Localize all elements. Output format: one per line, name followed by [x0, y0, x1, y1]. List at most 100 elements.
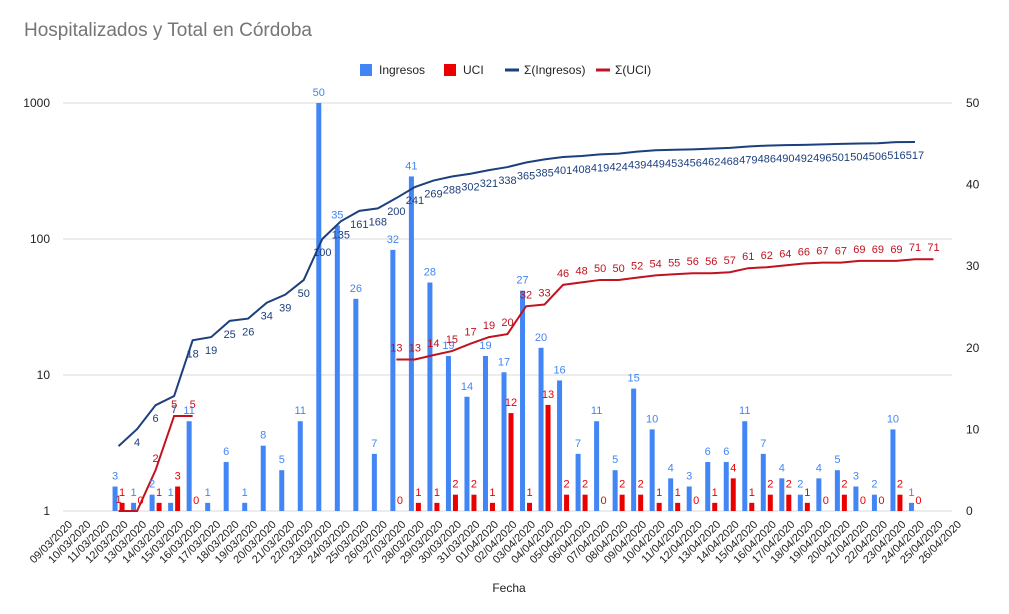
ingresos-data-label: 3: [686, 471, 692, 483]
left-axis-tick-label: 100: [30, 232, 50, 246]
ingresos-data-label: 5: [279, 454, 285, 466]
uci-bar: [786, 494, 792, 511]
uci-data-label: 0: [693, 495, 699, 507]
sum-ingresos-data-label: 401: [554, 165, 572, 177]
left-axis-tick-label: 10: [37, 368, 51, 382]
ingresos-data-label: 6: [223, 446, 229, 458]
ingresos-bar: [705, 462, 711, 511]
ingresos-bar: [334, 225, 340, 511]
uci-data-label: 0: [138, 495, 144, 507]
uci-data-label: 4: [730, 462, 736, 474]
sum-ingresos-data-label: 479: [739, 154, 757, 166]
ingresos-bar: [168, 502, 174, 511]
uci-data-label: 2: [841, 479, 847, 491]
ingresos-data-label: 1: [131, 487, 137, 499]
uci-bar: [452, 494, 458, 511]
uci-bar: [175, 486, 181, 511]
left-axis-tick-label: 1: [43, 504, 50, 518]
uci-data-label: 0: [601, 495, 607, 507]
sum-uci-data-label: 1: [116, 494, 122, 506]
sum-ingresos-data-label: 492: [795, 153, 813, 165]
uci-data-label: 1: [675, 487, 681, 499]
sum-uci-data-label: 2: [153, 453, 159, 465]
ingresos-bar: [279, 470, 285, 511]
ingresos-data-label: 11: [295, 405, 306, 417]
sum-uci-data-label: 69: [853, 244, 865, 256]
ingresos-data-label: 20: [535, 332, 547, 344]
legend-swatch-uci: [444, 64, 456, 76]
ingresos-data-label: 3: [853, 471, 859, 483]
uci-bar: [415, 502, 421, 511]
uci-data-label: 2: [638, 479, 644, 491]
sum-uci-data-label: 13: [409, 343, 421, 355]
ingresos-bar: [464, 396, 470, 511]
uci-data-label: 1: [489, 487, 495, 499]
right-axis-tick-label: 40: [966, 178, 980, 192]
ingresos-bar: [575, 453, 581, 511]
sum-ingresos-data-label: 516: [887, 150, 905, 162]
ingresos-bar: [686, 486, 692, 511]
ingresos-bar: [557, 380, 563, 511]
ingresos-bar: [501, 372, 507, 511]
sum-ingresos-data-label: 456: [684, 157, 702, 169]
ingresos-data-label: 1: [205, 487, 211, 499]
uci-data-label: 1: [656, 487, 662, 499]
right-axis-tick-label: 20: [966, 341, 980, 355]
sum-uci-data-label: 66: [798, 247, 810, 259]
left-axis-tick-label: 1000: [23, 96, 50, 110]
sum-ingresos-data-label: 462: [702, 157, 720, 169]
ingresos-bar: [742, 421, 748, 511]
uci-bar: [119, 502, 125, 511]
ingresos-data-label: 5: [834, 454, 840, 466]
sum-uci-data-label: 17: [464, 327, 476, 339]
uci-data-label: 2: [767, 479, 773, 491]
ingresos-data-label: 10: [887, 413, 899, 425]
sum-ingresos-data-label: 424: [609, 162, 627, 174]
ingresos-bar: [186, 421, 192, 511]
chart-title: Hospitalizados y Total en Córdoba: [24, 20, 312, 41]
right-axis-tick-label: 0: [966, 504, 973, 518]
sum-ingresos-data-label: 26: [242, 327, 254, 339]
ingresos-data-label: 2: [149, 479, 155, 491]
uci-bar: [749, 502, 755, 511]
ingresos-bar: [779, 478, 785, 511]
uci-data-label: 1: [415, 487, 421, 499]
ingresos-bar: [723, 462, 729, 511]
ingresos-data-label: 7: [760, 438, 766, 450]
sum-ingresos-data-label: 419: [591, 162, 609, 174]
sum-ingresos-data-label: 504: [850, 151, 868, 163]
uci-data-label: 2: [786, 479, 792, 491]
ingresos-bar: [668, 478, 674, 511]
sum-ingresos-data-label: 439: [628, 160, 646, 172]
ingresos-bar: [631, 388, 637, 511]
ingresos-bar: [445, 355, 451, 511]
ingresos-data-label: 4: [668, 462, 674, 474]
uci-data-label: 2: [471, 479, 477, 491]
ingresos-data-label: 11: [591, 405, 602, 417]
uci-data-label: 13: [542, 389, 554, 401]
uci-data-label: 0: [823, 495, 829, 507]
ingresos-data-label: 14: [461, 381, 473, 393]
ingresos-data-label: 10: [646, 413, 658, 425]
sum-ingresos-data-label: 269: [424, 189, 442, 201]
uci-bar: [582, 494, 588, 511]
sum-ingresos-data-label: 453: [665, 158, 683, 170]
sum-ingresos-data-label: 449: [646, 158, 664, 170]
ingresos-data-label: 50: [313, 87, 325, 99]
sum-ingresos-data-label: 506: [869, 151, 887, 163]
sum-uci-data-label: 71: [909, 242, 921, 254]
sum-uci-data-label: 71: [927, 242, 939, 254]
uci-bar: [471, 494, 477, 511]
sum-uci-data-label: 52: [631, 261, 643, 273]
sum-uci-data-label: 67: [816, 246, 828, 258]
ingresos-bar: [112, 486, 118, 511]
legend-label-uci: UCI: [463, 63, 484, 77]
ingresos-bar: [390, 249, 396, 511]
sum-ingresos-data-label: 517: [906, 150, 924, 162]
sum-uci-data-label: 33: [538, 287, 550, 299]
sum-ingresos-data-label: 50: [298, 288, 310, 300]
ingresos-bar: [371, 453, 377, 511]
ingresos-bar: [612, 470, 618, 511]
sum-uci-data-label: 69: [872, 244, 884, 256]
sum-ingresos-data-label: 135: [332, 229, 350, 241]
